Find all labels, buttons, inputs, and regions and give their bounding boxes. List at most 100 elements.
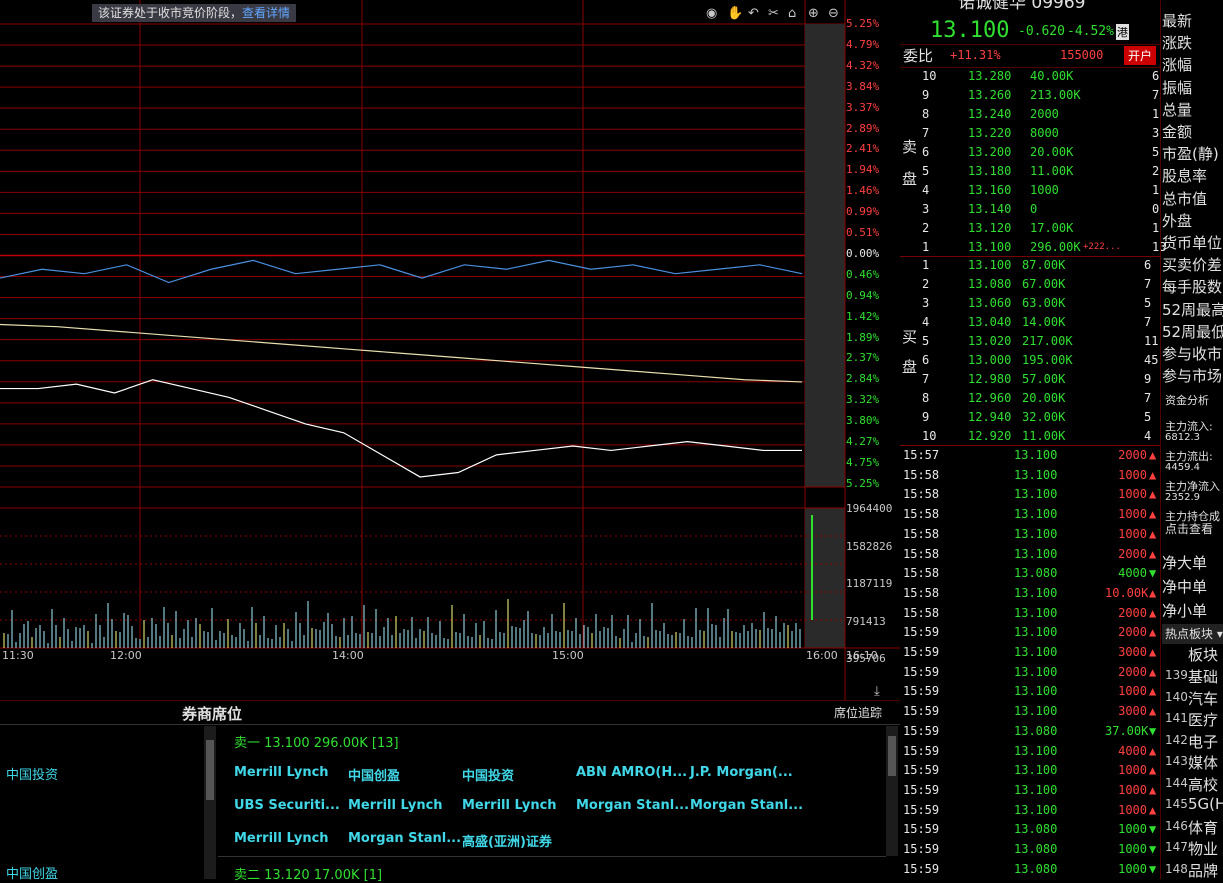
sector-item[interactable]: 汽车 [1188, 689, 1219, 708]
tick-volume: 37.00K [1105, 723, 1149, 738]
bid-lvl: 9 [922, 410, 930, 424]
bid-row[interactable]: 5 13.020 217.00K 11 [900, 332, 1160, 351]
bid-n: 6 [1144, 258, 1152, 272]
bid-row[interactable]: 7 12.980 57.00K 9 [900, 370, 1160, 389]
broker-name[interactable]: J.P. Morgan(... [690, 765, 793, 780]
broker-name[interactable]: ABN AMRO(H... [576, 765, 688, 780]
tick-volume: 2000 [1118, 664, 1147, 679]
bid-price: 13.040 [968, 315, 1012, 329]
seat-tracking-tab[interactable]: 席位追踪 [834, 706, 883, 720]
tick-price: 13.100 [1014, 448, 1058, 462]
bid-lvl: 10 [922, 429, 937, 443]
tick-row: 15:58 13.100 10.00K ▲ [900, 584, 1160, 603]
ask-row[interactable]: 9 13.260 213.00K 7 [900, 86, 1160, 105]
broker-name[interactable]: Merrill Lynch [234, 831, 329, 846]
tick-row: 15:59 13.100 1000 ▲ [900, 801, 1160, 820]
broker-name[interactable]: Merrill Lynch [348, 798, 443, 813]
broker-right-scrollbar[interactable] [886, 726, 898, 856]
broker-name[interactable]: Merrill Lynch [462, 798, 557, 813]
open-account-button[interactable]: 开户 [1124, 46, 1157, 65]
broker-name[interactable]: Merrill Lynch [234, 765, 329, 780]
bid-row[interactable]: 4 13.040 14.00K 7 [900, 313, 1160, 332]
sector-item[interactable]: 医疗 [1188, 711, 1219, 729]
ask-row[interactable]: 4 13.160 1000 1 [900, 181, 1160, 200]
tick-time: 15:59 [903, 664, 940, 679]
lock-icon[interactable]: ⌂ [788, 6, 797, 21]
broker-panel-title: 券商席位 [182, 705, 243, 723]
sector-item[interactable]: 电子 [1188, 732, 1219, 751]
sector-item[interactable]: 体育 [1188, 818, 1219, 837]
bid-row[interactable]: 8 12.960 20.00K 7 [900, 389, 1160, 408]
pct-axis-label: 3.84% [846, 79, 880, 93]
bid-row[interactable]: 6 13.000 195.00K 45 [900, 351, 1160, 370]
broker-name[interactable]: UBS Securiti... [234, 798, 340, 813]
sector-item[interactable]: 品牌 [1188, 861, 1219, 880]
bid-row[interactable]: 1 13.100 87.00K 6 [900, 256, 1160, 275]
ask-lvl: 10 [922, 69, 937, 83]
ask-row[interactable]: 5 13.180 11.00K 2 [900, 162, 1160, 181]
sector-item[interactable]: 高校 [1188, 775, 1219, 794]
sector-item[interactable]: 基础 [1188, 668, 1219, 686]
intraday-chart-svg[interactable] [0, 0, 900, 700]
broker-left-item[interactable]: 中国创盈 [6, 867, 59, 882]
eye-icon[interactable]: ◉ [706, 6, 718, 21]
bid-row[interactable]: 2 13.080 67.00K 7 [900, 275, 1160, 294]
hk-market-badge: 港 [1116, 24, 1129, 40]
tick-time: 15:59 [903, 822, 940, 837]
broker-name[interactable]: Morgan Stanl... [690, 798, 804, 813]
sector-number: 147 [1165, 840, 1188, 854]
download-icon[interactable]: ⤓ [874, 684, 880, 699]
ask-row[interactable]: 7 13.220 8000 3 [900, 124, 1160, 143]
ask-row[interactable]: 1 13.100 296.00K 13 +222... [900, 238, 1166, 257]
bid-row[interactable]: 9 12.940 32.00K 5 [900, 408, 1160, 427]
ask-n: 7 [1152, 88, 1160, 102]
ask-price: 13.160 [968, 183, 1012, 197]
bid-row[interactable]: 10 12.920 11.00K 4 [900, 427, 1160, 446]
broker-name[interactable]: 中国创盈 [348, 769, 401, 784]
broker-left-scrollbar[interactable] [204, 726, 216, 879]
tick-row: 15:58 13.100 1000 ▲ [900, 466, 1160, 485]
zoom-in-icon[interactable]: ⊕ [808, 6, 819, 21]
bid-row[interactable]: 3 13.060 63.00K 5 [900, 294, 1160, 313]
time-axis-label: 16:00 [806, 649, 838, 662]
broker-name[interactable]: 高盛(亚洲)证券 [462, 835, 552, 850]
ask-row[interactable]: 6 13.200 20.00K 5 [900, 143, 1160, 162]
bid-lvl: 4 [922, 315, 930, 329]
hot-sector-tab[interactable]: 热点板块 ▾ [1162, 624, 1223, 644]
bid-n: 7 [1144, 315, 1152, 329]
ask-row[interactable]: 10 13.280 40.00K 6 [900, 67, 1160, 86]
sector-number: 140 [1165, 689, 1188, 704]
sector-item[interactable]: 物业 [1188, 840, 1219, 858]
hand-icon[interactable]: ✋ [727, 6, 744, 21]
auction-notice-link[interactable]: 查看详情 [242, 6, 291, 20]
ask-row[interactable]: 2 13.120 17.00K 1 [900, 219, 1160, 238]
arrow-up-icon: ▲ [1149, 625, 1157, 640]
ask-lvl: 4 [922, 183, 930, 197]
tick-row: 15:59 13.100 1000 ▲ [900, 682, 1160, 701]
broker-name[interactable]: 中国投资 [462, 769, 515, 784]
tick-price: 13.100 [1014, 684, 1058, 699]
pct-axis-label: 0.46% [846, 267, 880, 281]
intraday-chart[interactable] [0, 0, 900, 700]
sector-item[interactable]: 媒体 [1188, 754, 1219, 772]
ask-row[interactable]: 8 13.240 2000 1 [900, 105, 1160, 124]
fund-detail-link[interactable]: 点击查看 [1165, 522, 1214, 536]
sector-number: 139 [1165, 668, 1188, 682]
auction-notice: 该证券处于收市竞价阶段，查看详情 [92, 4, 297, 22]
ask-vol: 213.00K [1030, 88, 1081, 102]
zoom-out-icon[interactable]: ⊖ [828, 6, 839, 21]
tick-volume: 4000 [1118, 743, 1147, 758]
bid-n: 9 [1144, 372, 1152, 386]
tick-price: 13.100 [1014, 467, 1058, 482]
broker-name[interactable]: Morgan Stanl... [576, 798, 690, 813]
stat-label: 货币单位 [1162, 234, 1223, 252]
bid-vol: 67.00K [1022, 277, 1066, 291]
sector-number: 142 [1165, 732, 1188, 747]
tick-row: 15:59 13.100 2000 ▲ [900, 663, 1160, 682]
broker-name[interactable]: Morgan Stanl... [348, 831, 462, 846]
undo-icon[interactable]: ↶ [748, 6, 759, 21]
sector-item[interactable]: 5G(H [1188, 795, 1223, 813]
broker-left-item[interactable]: 中国投资 [6, 768, 59, 783]
ask-row[interactable]: 3 13.140 0 0 [900, 200, 1160, 219]
scissors-icon[interactable]: ✂ [768, 6, 779, 21]
